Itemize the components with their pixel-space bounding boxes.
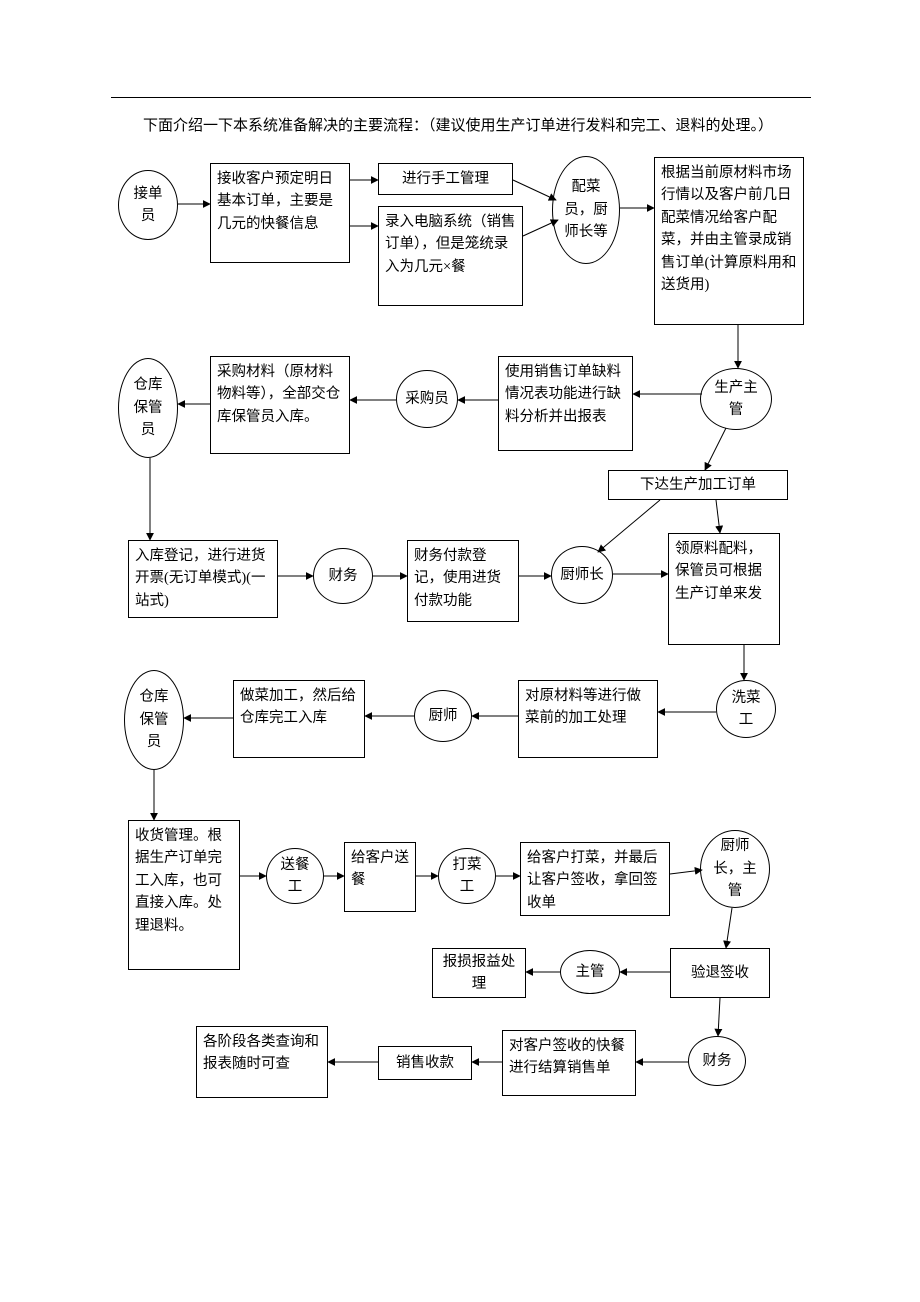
edge-n_manual-n_dish_staff (513, 180, 556, 200)
edge-n_chef_mgr-n_accept (726, 908, 732, 948)
n_receive_order-label: 接收客户预定明日基本订单，主要是几元的快餐信息 (217, 168, 343, 235)
edge-n_prod_order-n_get_material (716, 500, 720, 533)
n_manual: 进行手工管理 (378, 163, 513, 195)
n_inbound_reg: 入库登记，进行进货开票(无订单模式)(一站式) (128, 540, 278, 618)
n_warehouse2-label: 仓库保管员 (133, 686, 175, 753)
n_accept-label: 验退签收 (691, 962, 749, 984)
n_purchase_mat-label: 采购材料（原材料物料等），全部交仓库保管员入库。 (217, 361, 343, 428)
n_warehouse1: 仓库保管员 (118, 358, 178, 458)
n_chef_mgr: 厨师长，主管 (700, 830, 770, 908)
n_order_taker-label: 接单员 (127, 183, 169, 228)
n_finance1-label: 财务 (322, 565, 364, 587)
n_sign-label: 给客户打菜，并最后让客户签收，拿回签收单 (527, 847, 663, 914)
n_shortage-label: 使用销售订单缺料情况表功能进行缺料分析并出报表 (505, 361, 626, 428)
n_pay_reg: 财务付款登记，使用进货付款功能 (407, 540, 519, 622)
n_purchaser: 采购员 (396, 370, 458, 428)
n_dish_staff-label: 配菜员，厨师长等 (561, 176, 611, 243)
n_reports-label: 各阶段各类查询和报表随时可查 (203, 1031, 321, 1076)
n_prod_mgr: 生产主管 (700, 368, 772, 430)
n_goods_mgmt: 收货管理。根据生产订单完工入库，也可直接入库。处理退料。 (128, 820, 240, 970)
n_get_material: 领原料配料，保管员可根据生产订单来发 (668, 533, 780, 645)
n_wash-label: 洗菜工 (725, 687, 767, 732)
edge-n_accept-n_finance2 (718, 998, 720, 1036)
n_deliver: 送餐工 (266, 848, 324, 904)
n_pre_process: 对原材料等进行做菜前的加工处理 (518, 680, 658, 758)
n_warehouse1-label: 仓库保管员 (127, 374, 169, 441)
n_warehouse2: 仓库保管员 (124, 670, 184, 770)
n_pay_reg-label: 财务付款登记，使用进货付款功能 (414, 545, 512, 612)
n_deliver-label: 送餐工 (275, 854, 315, 899)
n_settle-label: 对客户签收的快餐进行结算销售单 (509, 1035, 629, 1080)
n_dish_staff: 配菜员，厨师长等 (552, 156, 620, 264)
n_cook: 做菜加工，然后给仓库完工入库 (233, 680, 365, 758)
n_sign: 给客户打菜，并最后让客户签收，拿回签收单 (520, 842, 670, 916)
n_prod_order-label: 下达生产加工订单 (640, 474, 756, 496)
n_cook-label: 做菜加工，然后给仓库完工入库 (240, 685, 358, 730)
n_purchaser-label: 采购员 (405, 388, 449, 410)
n_chef_mgr-label: 厨师长，主管 (709, 835, 761, 902)
n_goods_mgmt-label: 收货管理。根据生产订单完工入库，也可直接入库。处理退料。 (135, 825, 233, 937)
n_market_menu-label: 根据当前原材料市场行情以及客户前几日配菜情况给客户配菜，并由主管录成销售订单(计… (661, 162, 797, 297)
n_sales_rcv-label: 销售收款 (396, 1052, 454, 1074)
n_get_material-label: 领原料配料，保管员可根据生产订单来发 (675, 538, 773, 605)
n_pre_process-label: 对原材料等进行做菜前的加工处理 (525, 685, 651, 730)
n_receive_order: 接收客户预定明日基本订单，主要是几元的快餐信息 (210, 163, 350, 263)
intro-text: 下面介绍一下本系统准备解决的主要流程：（建议使用生产订单进行发料和完工、退料的处… (143, 115, 813, 138)
page: 下面介绍一下本系统准备解决的主要流程：（建议使用生产订单进行发料和完工、退料的处… (0, 0, 920, 1302)
n_sales_rcv: 销售收款 (378, 1046, 472, 1080)
n_settle: 对客户签收的快餐进行结算销售单 (502, 1030, 636, 1096)
n_chef_head-label: 厨师长 (560, 564, 604, 586)
n_wash: 洗菜工 (716, 680, 776, 738)
n_enter_sys: 录入电脑系统（销售订单），但是笼统录入为几元×餐 (378, 206, 523, 306)
n_loss-label: 报损报益处理 (439, 951, 519, 996)
n_send_cust: 给客户送餐 (344, 842, 416, 912)
n_enter_sys-label: 录入电脑系统（销售订单），但是笼统录入为几元×餐 (385, 211, 516, 278)
edge-n_sign-n_chef_mgr (670, 870, 702, 874)
n_dishup-label: 打菜工 (447, 854, 487, 899)
n_chef: 厨师 (414, 690, 472, 742)
n_chef-label: 厨师 (423, 705, 463, 727)
n_prod_order: 下达生产加工订单 (608, 470, 788, 500)
n_mgr-label: 主管 (569, 961, 611, 983)
n_prod_mgr-label: 生产主管 (709, 377, 763, 422)
n_market_menu: 根据当前原材料市场行情以及客户前几日配菜情况给客户配菜，并由主管录成销售订单(计… (654, 157, 804, 325)
n_accept: 验退签收 (670, 948, 770, 998)
horizontal-rule (111, 97, 811, 98)
n_shortage: 使用销售订单缺料情况表功能进行缺料分析并出报表 (498, 356, 633, 451)
n_reports: 各阶段各类查询和报表随时可查 (196, 1026, 328, 1098)
n_mgr: 主管 (560, 950, 620, 994)
edge-n_prod_order-n_chef_head (598, 500, 660, 552)
n_inbound_reg-label: 入库登记，进行进货开票(无订单模式)(一站式) (135, 545, 271, 612)
n_manual-label: 进行手工管理 (402, 168, 489, 190)
n_finance1: 财务 (313, 548, 373, 604)
edge-n_prod_mgr-n_prod_order (705, 428, 726, 470)
n_send_cust-label: 给客户送餐 (351, 847, 409, 892)
n_chef_head: 厨师长 (551, 546, 613, 604)
n_order_taker: 接单员 (118, 170, 178, 240)
n_dishup: 打菜工 (438, 848, 496, 904)
n_finance2: 财务 (688, 1036, 746, 1086)
n_loss: 报损报益处理 (432, 948, 526, 998)
n_purchase_mat: 采购材料（原材料物料等），全部交仓库保管员入库。 (210, 356, 350, 454)
n_finance2-label: 财务 (697, 1050, 737, 1072)
